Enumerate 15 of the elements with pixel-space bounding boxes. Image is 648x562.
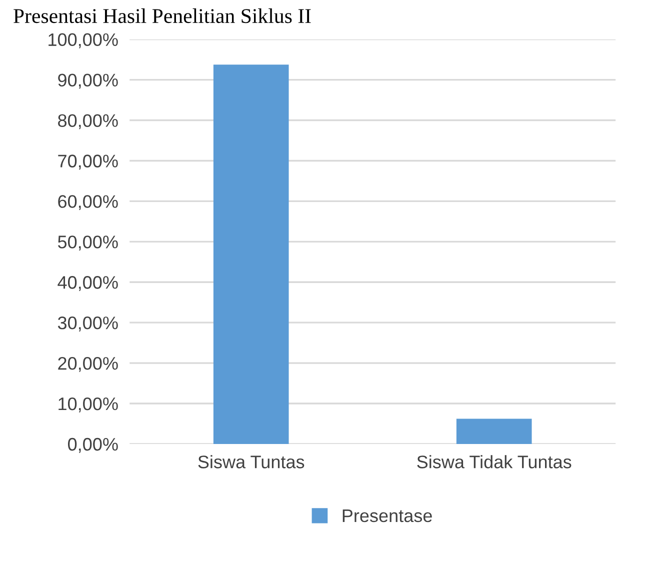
- y-tick-label: 30,00%: [58, 316, 118, 332]
- y-tick-label: 10,00%: [58, 397, 118, 412]
- y-tick-label: 100,00%: [48, 33, 118, 48]
- y-tick-label: 0,00%: [68, 438, 118, 453]
- x-tick-label: Siswa Tuntas: [198, 455, 304, 468]
- y-tick-label: 20,00%: [58, 356, 118, 372]
- y-tick-label: 90,00%: [58, 74, 118, 89]
- y-tick-label: 40,00%: [58, 276, 118, 291]
- y-tick-label: 60,00%: [58, 195, 118, 210]
- y-tick-label: 50,00%: [58, 236, 118, 251]
- x-tick-label: Siswa Tidak Tuntas: [417, 455, 572, 468]
- legend-label: Presentase: [342, 510, 432, 522]
- y-tick-label: 80,00%: [58, 114, 118, 130]
- y-tick-label: 70,00%: [58, 154, 118, 170]
- chart-title: Presentasi Hasil Penelitian Siklus II: [14, 8, 311, 24]
